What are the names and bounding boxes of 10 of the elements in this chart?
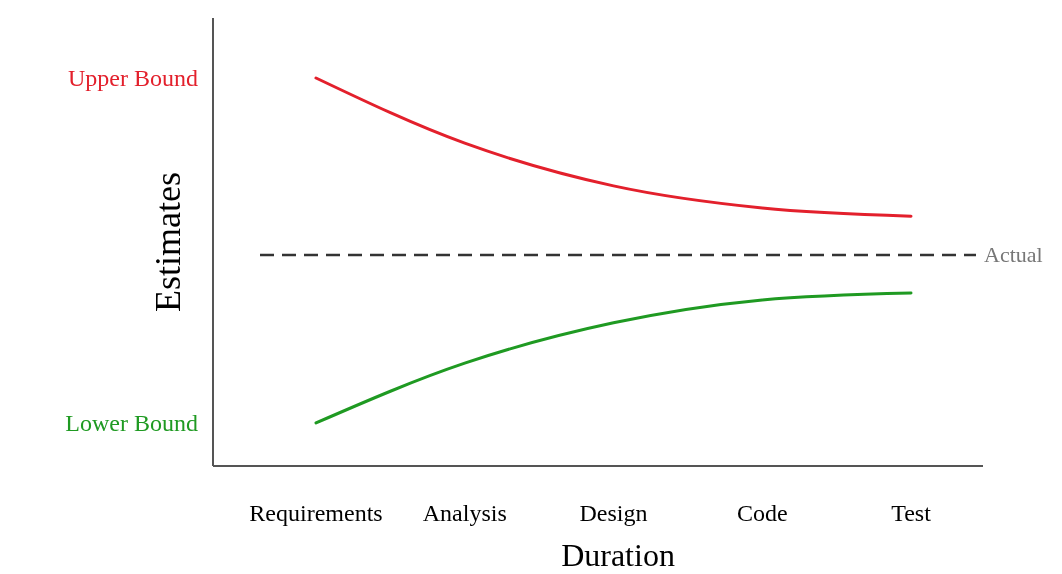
x-tick-label: Test xyxy=(891,500,932,526)
y-axis-title: Estimates xyxy=(148,172,188,312)
text: Upper Bound xyxy=(68,65,198,91)
ref-line-label: Actual xyxy=(984,241,1043,267)
text: Lower Bound xyxy=(65,409,198,436)
x-axis-title: Duration xyxy=(561,537,675,573)
x-tick-label: Code xyxy=(736,500,788,526)
x-tick-label: Analysis xyxy=(422,500,507,526)
x-tick-label: Requirements xyxy=(249,500,383,526)
x-tick-label: Design xyxy=(579,500,648,526)
